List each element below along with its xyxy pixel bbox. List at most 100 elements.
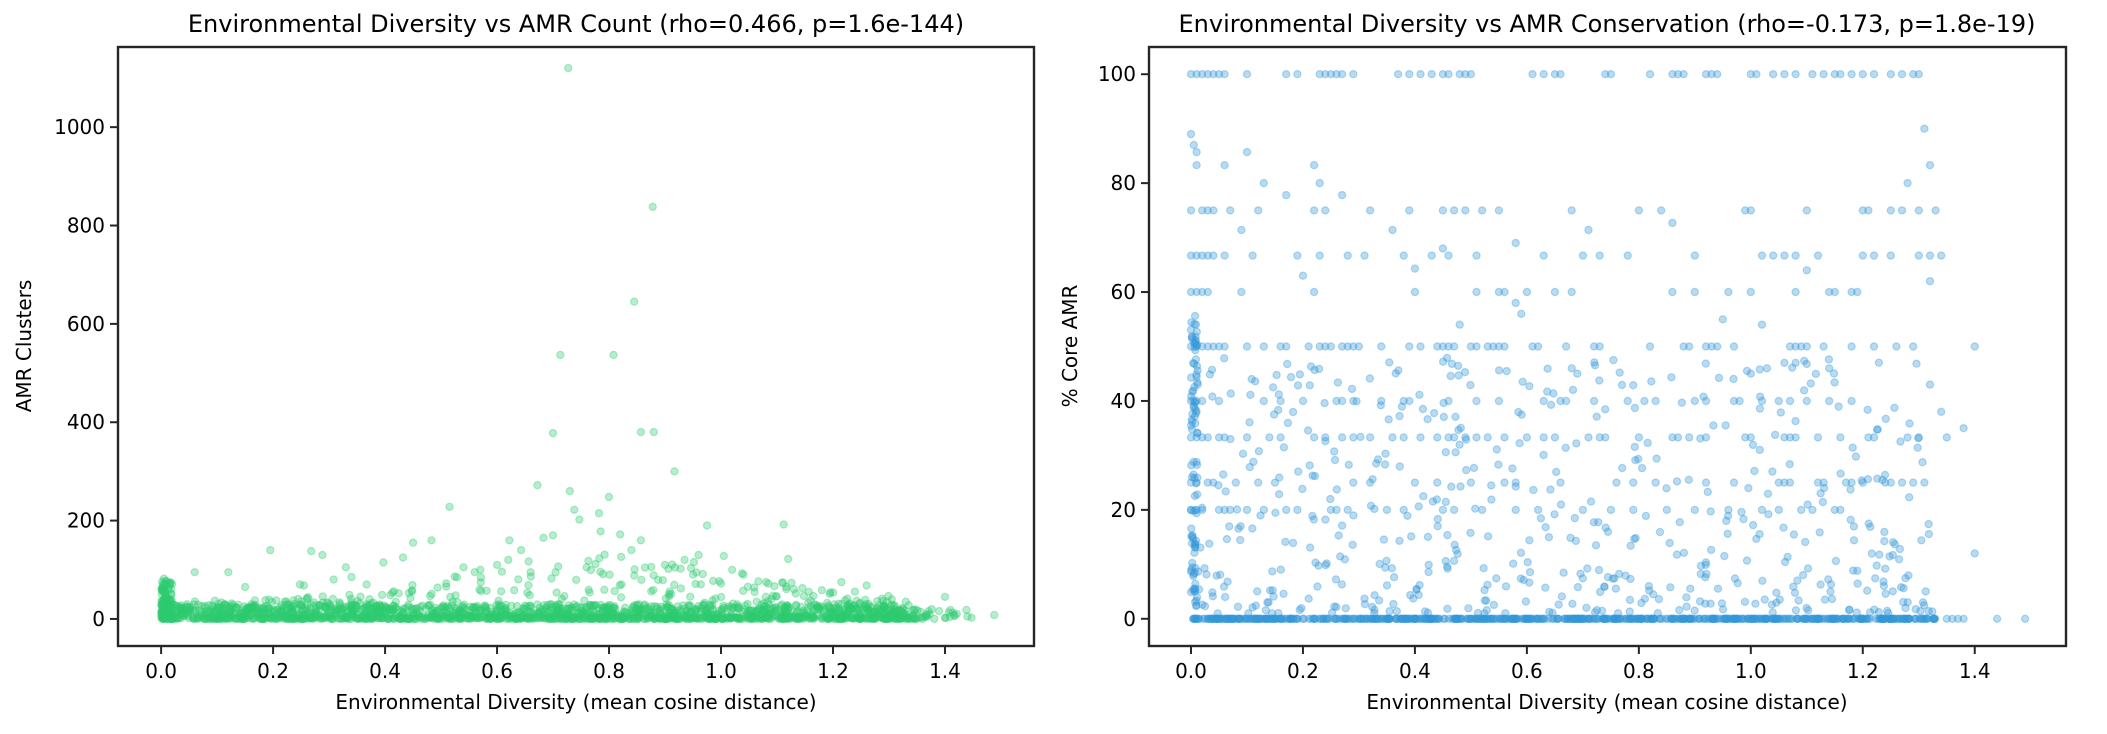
data-point: [791, 600, 801, 610]
data-point: [1601, 433, 1610, 442]
data-point: [621, 612, 631, 622]
data-point: [821, 611, 830, 620]
data-point: [1318, 614, 1328, 624]
data-point: [787, 612, 796, 621]
data-point: [1519, 575, 1528, 585]
data-point: [602, 614, 611, 624]
data-point: [886, 602, 896, 611]
data-point: [1901, 574, 1910, 583]
data-point: [1248, 251, 1257, 260]
data-point: [600, 585, 609, 595]
data-point: [647, 611, 656, 621]
data-point: [555, 614, 564, 624]
data-point: [782, 602, 791, 612]
data-point: [1791, 251, 1800, 260]
data-point: [686, 607, 696, 617]
data-point: [885, 614, 895, 623]
data-point: [656, 614, 665, 624]
data-point: [1755, 404, 1765, 413]
data-point: [1486, 481, 1496, 490]
data-point: [1193, 366, 1202, 375]
data-point: [278, 612, 287, 621]
data-point: [620, 608, 629, 617]
data-point: [1631, 456, 1640, 465]
data-point: [670, 467, 679, 476]
data-point: [768, 612, 778, 621]
data-point: [441, 611, 451, 620]
data-point: [636, 427, 646, 437]
data-point: [425, 613, 435, 622]
data-point: [1824, 396, 1834, 406]
data-point: [337, 614, 346, 624]
data-point: [370, 605, 379, 615]
data-point: [1924, 606, 1933, 616]
data-point: [1724, 287, 1733, 297]
data-point: [160, 614, 169, 624]
data-point: [1309, 206, 1319, 215]
data-point: [719, 601, 728, 610]
data-point: [1508, 464, 1517, 473]
data-point: [963, 612, 972, 621]
data-point: [507, 614, 516, 624]
data-point: [1308, 471, 1317, 480]
data-point: [950, 610, 959, 620]
data-point: [1578, 505, 1588, 515]
data-point: [694, 550, 703, 560]
data-point: [563, 604, 573, 613]
data-point: [865, 606, 874, 616]
data-point: [184, 606, 193, 615]
data-point: [568, 604, 577, 613]
data-point: [1886, 206, 1896, 215]
data-point: [1708, 614, 1717, 624]
data-point: [305, 614, 314, 623]
data-point: [863, 606, 873, 615]
data-point: [1519, 614, 1529, 624]
data-point: [165, 610, 175, 619]
data-point: [230, 613, 240, 623]
data-point: [708, 601, 717, 610]
data-point: [902, 610, 911, 619]
data-point: [871, 608, 880, 617]
data-point: [226, 612, 235, 621]
data-point: [1517, 410, 1526, 419]
data-point: [1213, 609, 1222, 618]
data-point: [212, 614, 221, 623]
data-point: [709, 614, 719, 624]
data-point: [548, 428, 558, 438]
data-point: [1235, 535, 1245, 545]
data-point: [825, 613, 834, 622]
data-point: [315, 600, 324, 610]
data-point: [1873, 425, 1882, 434]
data-point: [379, 558, 388, 567]
data-point: [934, 606, 944, 616]
data-point: [849, 601, 859, 611]
data-point: [940, 592, 950, 602]
data-point: [1914, 69, 1924, 79]
data-point: [663, 602, 672, 611]
data-point: [371, 603, 381, 612]
data-point: [405, 614, 414, 624]
data-point: [326, 613, 336, 622]
data-point: [1377, 614, 1387, 624]
data-point: [464, 614, 473, 623]
data-point: [705, 613, 715, 622]
data-point: [158, 611, 167, 621]
data-point: [871, 612, 881, 622]
data-point: [726, 613, 735, 623]
data-point: [495, 603, 504, 612]
data-point: [1500, 478, 1509, 487]
data-point: [347, 614, 356, 624]
data-point: [1315, 178, 1324, 188]
data-point: [383, 614, 393, 623]
data-point: [862, 604, 872, 613]
data-point: [570, 505, 579, 514]
data-point: [599, 603, 609, 613]
data-point: [1352, 397, 1361, 406]
data-point: [238, 614, 248, 624]
data-point: [1592, 605, 1602, 615]
data-point: [1752, 69, 1761, 79]
y-tick-label: 0: [92, 607, 105, 631]
data-point: [862, 602, 871, 611]
data-point: [347, 606, 356, 615]
data-point: [385, 604, 395, 613]
